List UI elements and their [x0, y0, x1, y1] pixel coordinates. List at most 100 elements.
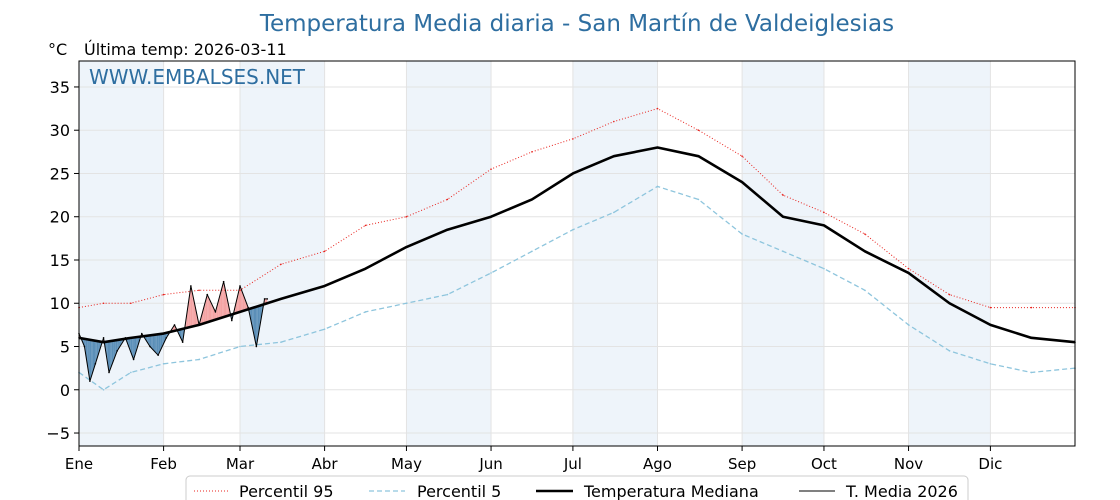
p5-point: [198, 358, 200, 361]
series-percentil-95-line: [78, 108, 1075, 309]
below-median-fill: [164, 332, 167, 341]
below-median-fill: [88, 339, 90, 382]
below-median-fill: [152, 334, 155, 351]
current-point: [239, 285, 241, 287]
above-median-fill: [192, 292, 194, 327]
p5-point: [162, 363, 165, 365]
x-tick-label: Oct: [811, 455, 837, 473]
p95-point: [613, 120, 615, 123]
above-median-fill: [204, 299, 206, 324]
above-median-fill: [222, 281, 224, 318]
median-point: [1030, 337, 1033, 339]
legend-current-label: T. Media 2026: [845, 482, 958, 500]
below-median-fill: [95, 340, 97, 364]
p95-point: [364, 224, 367, 227]
x-tick-label: Abr: [312, 455, 339, 473]
plot-frame: [78, 60, 1076, 447]
above-median-fill: [212, 306, 215, 321]
above-median-fill: [211, 303, 213, 321]
above-median-fill: [242, 293, 245, 312]
p95-point: [948, 293, 951, 296]
median-point: [907, 272, 910, 274]
p5-point: [741, 233, 743, 235]
p5-point: [364, 311, 367, 313]
p95-point: [907, 267, 910, 270]
p5-point: [323, 328, 326, 331]
legend-p5-label: Percentil 5: [417, 482, 501, 500]
current-point: [247, 306, 249, 309]
above-median-fill: [241, 289, 243, 312]
current-point: [157, 354, 159, 356]
median-point: [323, 285, 326, 287]
last-temp-label: Última temp: 2026-03-11: [84, 40, 287, 59]
median-point: [782, 215, 784, 218]
below-median-fill: [133, 337, 135, 360]
median-point: [989, 324, 992, 326]
series-lines: [78, 107, 1076, 391]
above-median-fill: [205, 294, 208, 323]
median-point: [948, 302, 951, 305]
current-point: [132, 358, 135, 361]
below-median-fill: [106, 341, 108, 364]
x-tick-label: May: [391, 455, 422, 473]
current-point: [222, 280, 225, 283]
current-point: [116, 350, 119, 352]
current-point: [149, 345, 151, 348]
y-tick-label: 0: [60, 381, 70, 400]
p95-point: [239, 289, 241, 292]
p95-point: [531, 151, 533, 153]
p5-point: [446, 293, 449, 296]
legend-box: [185, 475, 969, 500]
below-median-fill: [130, 337, 133, 356]
y-tick-label: 20: [50, 208, 70, 227]
median-point: [102, 341, 105, 343]
month-bands: [79, 61, 991, 446]
median-point: [656, 146, 659, 149]
below-median-fill: [256, 306, 258, 347]
y-tick-label: −5: [46, 424, 70, 443]
x-tick-label: Sep: [728, 455, 756, 473]
below-median-fill: [158, 334, 160, 356]
below-median-fill: [155, 334, 157, 354]
current-point: [165, 337, 168, 339]
x-tick-label: Jul: [563, 455, 582, 473]
p5-point: [613, 211, 615, 214]
x-tick-label: Ago: [643, 455, 672, 473]
y-tick-label: 15: [50, 251, 70, 270]
p5-point: [1030, 371, 1033, 374]
month-band: [742, 61, 824, 446]
median-point: [130, 337, 132, 339]
y-axis: −5 0 5 10 15 20 25 30 35: [46, 78, 79, 443]
p5-point: [989, 363, 992, 365]
current-point: [173, 324, 176, 326]
p95-point: [1030, 306, 1033, 309]
current-point: [263, 298, 266, 300]
p95-point: [572, 138, 574, 140]
p95-point: [782, 194, 784, 196]
median-point: [613, 155, 615, 157]
x-tick-label: Ene: [65, 455, 93, 473]
p5-point: [948, 350, 951, 352]
legend: Percentil 95 Percentil 5 Temperatura Med…: [185, 475, 969, 500]
p95-point: [102, 302, 105, 305]
below-median-fill: [253, 307, 256, 341]
median-point: [572, 172, 574, 175]
x-tick-label: Jun: [478, 455, 502, 473]
p95-point: [864, 233, 866, 235]
below-median-fill: [250, 308, 253, 328]
below-median-fill: [91, 340, 93, 377]
current-point: [206, 293, 209, 296]
legend-median-label: Temperatura Mediana: [583, 482, 759, 500]
p5-point: [490, 272, 492, 274]
current-point: [89, 380, 91, 382]
x-tick-label: Nov: [894, 455, 923, 473]
current-point: [102, 337, 105, 339]
median-point: [405, 246, 408, 248]
x-tick-label: Feb: [150, 455, 177, 473]
below-median-fill: [156, 334, 159, 356]
below-median-fill: [113, 340, 115, 362]
series-media-2026-line: [78, 281, 268, 382]
below-median-fill: [109, 341, 111, 373]
series-percentil-5-line: [78, 185, 1076, 391]
